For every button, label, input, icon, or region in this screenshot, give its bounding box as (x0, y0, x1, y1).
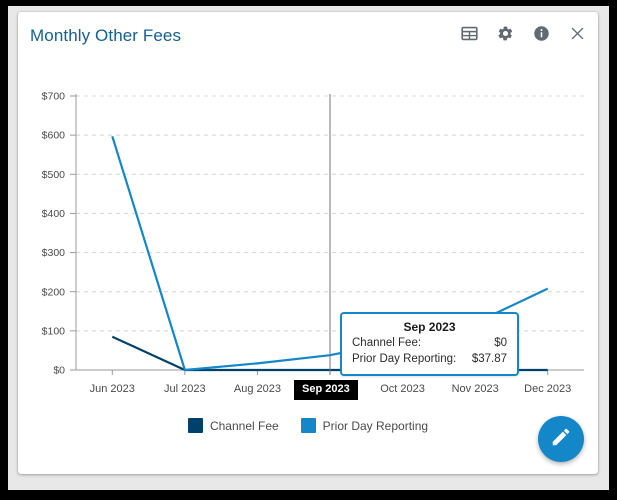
ytick-label: $200 (42, 286, 66, 298)
ytick-label: $600 (42, 130, 66, 142)
page-title: Monthly Other Fees (30, 26, 182, 45)
chart-widget-card: Monthly Other Fees (18, 12, 598, 474)
ytick-label: $100 (42, 325, 66, 337)
app-frame: Monthly Other Fees (8, 6, 609, 490)
tooltip-row-value: $37.87 (471, 352, 507, 365)
legend-item-channel-fee[interactable]: Channel Fee (187, 418, 279, 433)
table-view-icon[interactable] (460, 24, 478, 42)
xtick-label[interactable]: Nov 2023 (452, 383, 499, 395)
chart-area: $0 $100 $200 $300 $400 $500 $600 $700 Jun 2023 J… (18, 58, 598, 474)
xtick-label[interactable]: Dec 2023 (524, 383, 571, 395)
tooltip-title: Sep 2023 (403, 320, 456, 334)
tooltip-row: Prior Day Reporting: $37.87 (352, 352, 507, 368)
chart-tooltip: Sep 2023 Channel Fee: $0 Prior Day Repor… (340, 312, 519, 377)
ytick-label: $0 (53, 365, 65, 377)
legend-swatch (300, 418, 316, 433)
legend-swatch (187, 418, 203, 433)
widget-header: Monthly Other Fees (18, 12, 598, 58)
chart-xtick-labels: Jun 2023 Jul 2023 Aug 2023 Oct 2023 Nov 2023… (90, 383, 572, 395)
ytick-label: $500 (42, 169, 66, 181)
chart-legend: Channel Fee Prior Day Reporting (18, 418, 598, 433)
tooltip-row: Channel Fee: $0 (352, 336, 507, 352)
chart-ytick-marks (70, 95, 76, 371)
legend-label: Channel Fee (209, 418, 279, 433)
ytick-label: $300 (42, 247, 66, 259)
pencil-icon (550, 426, 572, 453)
ytick-label: $700 (42, 91, 66, 103)
ytick-label: $400 (42, 208, 66, 220)
xtick-label[interactable]: Aug 2023 (234, 383, 281, 395)
chart-ytick-labels: $0 $100 $200 $300 $400 $500 $600 $700 (42, 91, 66, 377)
tooltip-row-label: Channel Fee: (352, 337, 422, 349)
tooltip-row-value: $0 (494, 337, 507, 349)
info-icon[interactable] (532, 24, 550, 42)
xtick-label[interactable]: Jun 2023 (90, 383, 135, 395)
close-icon[interactable] (568, 24, 586, 42)
xtick-label[interactable]: Oct 2023 (380, 383, 425, 395)
edit-fab[interactable] (538, 416, 584, 462)
legend-item-prior-day-reporting[interactable]: Prior Day Reporting (300, 418, 429, 433)
header-actions (460, 24, 586, 42)
legend-label: Prior Day Reporting (322, 418, 429, 433)
gear-icon[interactable] (496, 24, 514, 42)
xtick-label[interactable]: Jul 2023 (164, 383, 206, 395)
tooltip-row-label: Prior Day Reporting: (352, 352, 457, 365)
xaxis-active-label[interactable]: Sep 2023 (294, 380, 358, 400)
